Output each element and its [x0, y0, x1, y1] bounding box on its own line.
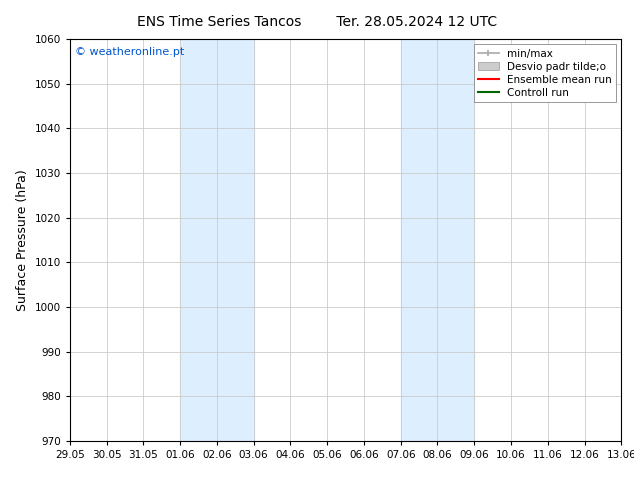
Legend: min/max, Desvio padr tilde;o, Ensemble mean run, Controll run: min/max, Desvio padr tilde;o, Ensemble m…	[474, 45, 616, 102]
Y-axis label: Surface Pressure (hPa): Surface Pressure (hPa)	[16, 169, 29, 311]
Text: © weatheronline.pt: © weatheronline.pt	[75, 47, 184, 57]
Bar	[180, 39, 254, 441]
Text: ENS Time Series Tancos        Ter. 28.05.2024 12 UTC: ENS Time Series Tancos Ter. 28.05.2024 1…	[137, 15, 497, 29]
Bar	[401, 39, 474, 441]
